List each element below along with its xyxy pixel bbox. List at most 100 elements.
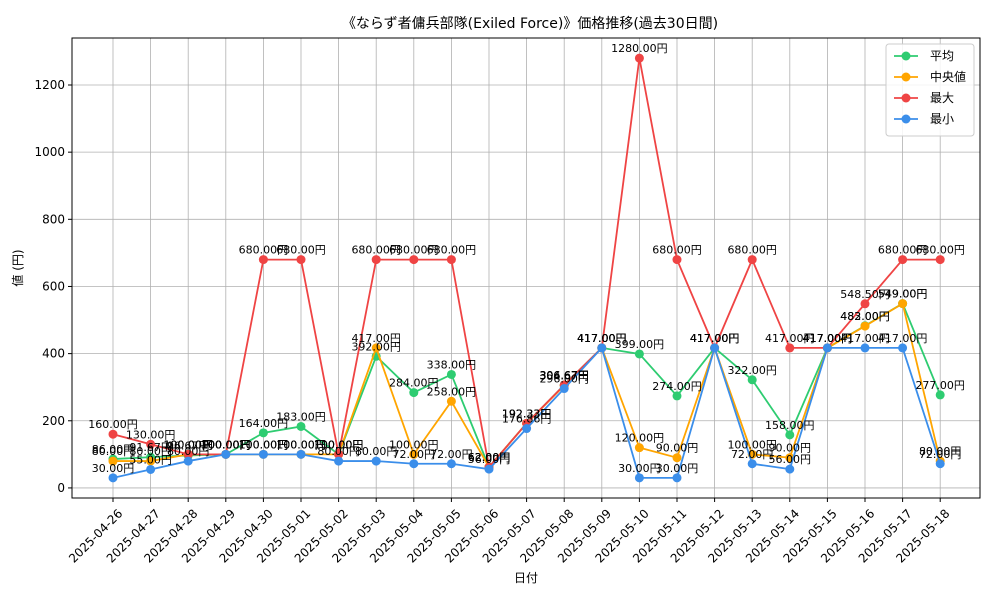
data-label: 296.00円 bbox=[539, 373, 589, 386]
legend-swatch-marker bbox=[901, 72, 911, 82]
y-tick-label: 600 bbox=[42, 279, 65, 293]
data-label: 258.00円 bbox=[427, 385, 477, 398]
data-point bbox=[822, 343, 832, 353]
data-label: 100.00円 bbox=[389, 438, 439, 451]
data-point bbox=[296, 255, 306, 265]
data-label: 417.00円 bbox=[577, 332, 627, 345]
data-label: 417.00円 bbox=[577, 332, 627, 345]
data-point bbox=[334, 456, 344, 466]
legend-label: 平均 bbox=[930, 49, 954, 63]
data-label: 306.67円 bbox=[539, 369, 589, 382]
x-ticks: 2025-04-262025-04-272025-04-282025-04-29… bbox=[66, 498, 953, 566]
x-axis-title: 日付 bbox=[514, 571, 538, 585]
legend-label: 中央値 bbox=[930, 69, 966, 84]
data-label: 100.00円 bbox=[727, 438, 777, 451]
data-label: 176.86円 bbox=[502, 413, 552, 426]
data-point bbox=[296, 421, 306, 431]
data-label: 417.00円 bbox=[878, 332, 928, 345]
data-labels: 86.00円91.67円96.67円100.00円164.00円183.00円1… bbox=[88, 42, 965, 475]
data-label: 549.00円 bbox=[878, 288, 928, 301]
data-point bbox=[371, 456, 381, 466]
y-ticks: 0 200 400 600 800 1000 1200 bbox=[34, 78, 72, 495]
data-label: 160.00円 bbox=[88, 418, 138, 431]
data-point bbox=[860, 299, 870, 309]
data-label: 100.00円 bbox=[314, 438, 364, 451]
data-label: 100.00円 bbox=[201, 438, 251, 451]
data-label: 304.67円 bbox=[539, 370, 589, 383]
data-label: 80.00円 bbox=[167, 445, 210, 458]
data-label: 30.00円 bbox=[656, 462, 699, 475]
data-point bbox=[409, 449, 419, 459]
data-label: 483.00円 bbox=[840, 310, 890, 323]
data-label: 100.00円 bbox=[276, 438, 326, 451]
data-label: 192.33円 bbox=[502, 407, 552, 420]
data-point bbox=[672, 453, 682, 463]
data-label: 417.00円 bbox=[690, 332, 740, 345]
data-point bbox=[409, 255, 419, 265]
data-label: 80.00円 bbox=[919, 445, 962, 458]
data-point bbox=[597, 343, 607, 353]
data-label: 90.00円 bbox=[656, 442, 699, 455]
data-point bbox=[785, 464, 795, 474]
y-tick-label: 400 bbox=[42, 347, 65, 361]
data-point bbox=[672, 473, 682, 483]
data-label: 680.00円 bbox=[727, 244, 777, 257]
data-label: 192.33円 bbox=[502, 407, 552, 420]
data-label: 80.00円 bbox=[355, 445, 398, 458]
data-label: 86.00円 bbox=[92, 443, 135, 456]
data-label: 680.00円 bbox=[878, 244, 928, 257]
data-label: 158.00円 bbox=[765, 419, 815, 432]
data-point bbox=[183, 449, 193, 459]
data-label: 548.50円 bbox=[840, 288, 890, 301]
data-label: 80.00円 bbox=[129, 445, 172, 458]
data-label: 417.00円 bbox=[351, 332, 401, 345]
data-label: 680.00円 bbox=[389, 244, 439, 257]
data-point bbox=[108, 429, 118, 439]
data-point bbox=[334, 449, 344, 459]
data-label: 417.00円 bbox=[577, 332, 627, 345]
data-label: 30.00円 bbox=[92, 462, 135, 475]
data-point bbox=[409, 388, 419, 398]
y-tick-label: 1200 bbox=[34, 78, 65, 92]
data-label: 680.00円 bbox=[427, 244, 477, 257]
data-label: 100.00円 bbox=[163, 438, 213, 451]
data-label: 30.00円 bbox=[618, 462, 661, 475]
data-label: 482.00円 bbox=[840, 310, 890, 323]
data-label: 680.00円 bbox=[351, 244, 401, 257]
data-label: 72.00円 bbox=[430, 448, 473, 461]
data-label: 306.67円 bbox=[539, 369, 589, 382]
data-point bbox=[108, 456, 118, 466]
data-label: 100.00円 bbox=[276, 438, 326, 451]
data-label: 62.00円 bbox=[468, 451, 511, 464]
data-point bbox=[183, 456, 193, 466]
data-point bbox=[522, 424, 532, 434]
legend-swatch-marker bbox=[901, 114, 911, 124]
data-point bbox=[146, 439, 156, 449]
data-label: 277.00円 bbox=[915, 379, 965, 392]
chart-title: 《ならず者傭兵部隊(Exiled Force)》価格推移(過去30日間) bbox=[342, 16, 718, 32]
data-label: 72.00円 bbox=[393, 448, 436, 461]
legend-swatch-marker bbox=[901, 93, 911, 103]
data-point bbox=[935, 255, 945, 265]
data-point bbox=[898, 299, 908, 309]
legend-swatch-marker bbox=[901, 51, 911, 61]
data-label: 62.00円 bbox=[468, 451, 511, 464]
data-label: 183.00円 bbox=[276, 410, 326, 423]
data-point bbox=[371, 255, 381, 265]
data-label: 417.00円 bbox=[690, 332, 740, 345]
data-point bbox=[446, 369, 456, 379]
data-label: 338.00円 bbox=[427, 358, 477, 371]
data-point bbox=[672, 391, 682, 401]
data-label: 417.00円 bbox=[690, 332, 740, 345]
legend-box bbox=[885, 43, 975, 137]
data-label: 100.00円 bbox=[201, 438, 251, 451]
data-label: 120.00円 bbox=[615, 432, 665, 445]
data-point bbox=[860, 321, 870, 331]
data-label: 322.00円 bbox=[727, 364, 777, 377]
data-label: 417.00円 bbox=[577, 332, 627, 345]
data-label: 284.00円 bbox=[389, 377, 439, 390]
data-point bbox=[446, 255, 456, 265]
data-label: 80.00円 bbox=[317, 445, 360, 458]
y-tick-label: 0 bbox=[57, 481, 65, 495]
data-label: 100.00円 bbox=[201, 438, 251, 451]
